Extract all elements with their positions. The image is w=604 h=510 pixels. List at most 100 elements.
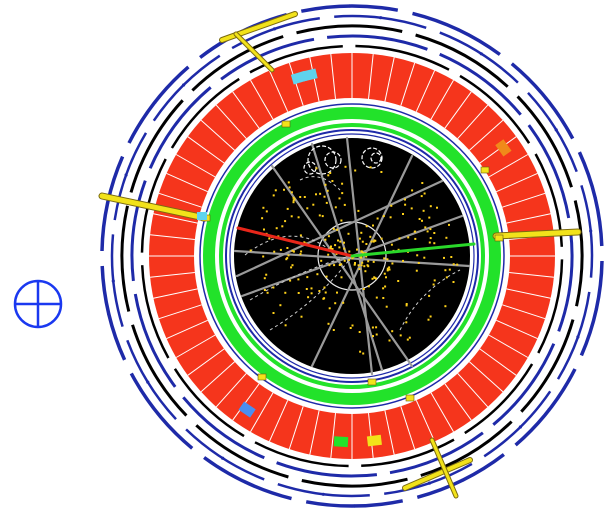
tracker-hit <box>372 260 375 263</box>
tracker-hit <box>445 276 448 279</box>
tracker-hit <box>407 236 410 239</box>
tracker-hit <box>272 194 275 197</box>
tracker-hit <box>416 254 419 257</box>
energy-cluster <box>367 378 377 386</box>
tracker-hit <box>319 192 322 195</box>
tracker-hit <box>365 225 368 228</box>
tracker-hit <box>323 286 326 289</box>
calorimeter-cell-edge <box>488 154 529 178</box>
tracker-hit <box>364 270 367 273</box>
calorimeter-cell-edge <box>150 234 195 240</box>
tracker-hit <box>349 327 352 329</box>
tracker-hit <box>366 264 369 267</box>
muon-chamber-segment <box>326 34 428 51</box>
inner-green-ring <box>219 123 485 389</box>
tracker-hit <box>327 235 330 238</box>
tracker-hit <box>321 215 324 218</box>
tracker-hit <box>336 291 338 294</box>
tracker-hit <box>338 197 341 200</box>
muon-chamber-marker <box>347 4 352 8</box>
looping-track <box>307 145 337 175</box>
tracker-hit <box>429 237 432 240</box>
tracker-hit <box>367 260 370 263</box>
calorimeter-cell-edge <box>268 70 289 112</box>
tracker-hit <box>428 216 431 219</box>
tracker-hit <box>343 203 346 206</box>
tracker-hit <box>362 352 365 355</box>
tracker-hit <box>338 246 341 249</box>
tracker-hit <box>360 256 363 259</box>
tracker-hit <box>405 304 408 307</box>
muon-chamber-marker <box>352 504 357 508</box>
tracker-hit <box>397 280 400 282</box>
muon-chamber-segment <box>537 259 564 354</box>
electron-track <box>236 226 354 258</box>
tracker-hit <box>343 247 346 250</box>
tracker-hit <box>315 167 318 170</box>
tracker-hit <box>335 252 338 255</box>
calorimeter-cell-edge <box>469 119 504 151</box>
calorimeter-cell-edge <box>496 319 538 340</box>
calorimeter-cell-edge <box>187 348 225 376</box>
muon-chamber-segment <box>249 44 343 74</box>
tracker-hit <box>292 201 295 204</box>
tracker-hit <box>341 182 344 185</box>
tracker-hit <box>369 235 372 238</box>
muon-chamber-segment <box>120 205 131 312</box>
muon-chamber-marker <box>111 279 115 283</box>
muon-chamber-marker <box>589 229 593 233</box>
tracker-hit <box>330 245 332 248</box>
calorimeter-cell-edge <box>415 70 436 112</box>
tracker-hit <box>307 296 310 299</box>
muon-chamber-marker <box>576 335 580 339</box>
muon-chamber-segment <box>191 35 284 92</box>
tracker-hit <box>284 220 287 223</box>
tracker-hit <box>334 244 337 247</box>
tracker-hit <box>261 217 264 220</box>
tracker-hit <box>383 272 386 275</box>
highlighted-calorimeter-cell <box>333 436 349 448</box>
support-beam <box>99 193 208 221</box>
calorimeter-cell-edge <box>479 136 517 164</box>
tracker-hit <box>343 241 345 244</box>
tracker-hit <box>410 207 413 210</box>
particle-track <box>235 179 444 278</box>
tracker-hit <box>284 324 287 327</box>
tracker-hit <box>290 266 293 269</box>
energy-cluster <box>494 234 504 242</box>
tracker-hit <box>404 198 406 201</box>
tracker-hit <box>371 326 374 329</box>
muon-chamber-segment <box>420 420 513 477</box>
calorimeter-cell-edge <box>444 383 472 421</box>
tracker-hit <box>353 263 356 266</box>
tracker-hit <box>362 288 365 290</box>
tracker-hit <box>287 254 290 257</box>
tracker-hit <box>331 180 334 182</box>
tracker-hit <box>273 250 276 253</box>
tracker-hit <box>386 258 389 261</box>
tracker-hit <box>310 292 313 295</box>
tracker-hit <box>338 264 341 266</box>
tracker-hit <box>388 268 391 271</box>
low-momentum-track <box>244 235 331 256</box>
support-beam <box>234 32 274 72</box>
looping-track <box>370 152 382 164</box>
support-beam <box>403 458 472 490</box>
tracker-hit <box>328 307 331 310</box>
calorimeter-cell-edge <box>200 119 235 151</box>
muon-chamber-marker <box>594 307 598 311</box>
tracker-hit <box>358 268 361 270</box>
muon-chamber-segment <box>170 77 240 149</box>
tracker-hit <box>318 290 321 292</box>
tracker-hit <box>365 255 368 258</box>
tracker-hit <box>390 204 393 207</box>
tracker-hit <box>376 217 379 220</box>
tracker-hit <box>399 334 402 337</box>
tracker-hit <box>375 333 378 336</box>
muon-chamber-marker <box>547 408 551 412</box>
tracker-hit <box>354 169 357 172</box>
tracker-hit <box>391 262 394 265</box>
tracker-hit <box>324 291 327 294</box>
muon-chamber-segment <box>492 343 556 426</box>
